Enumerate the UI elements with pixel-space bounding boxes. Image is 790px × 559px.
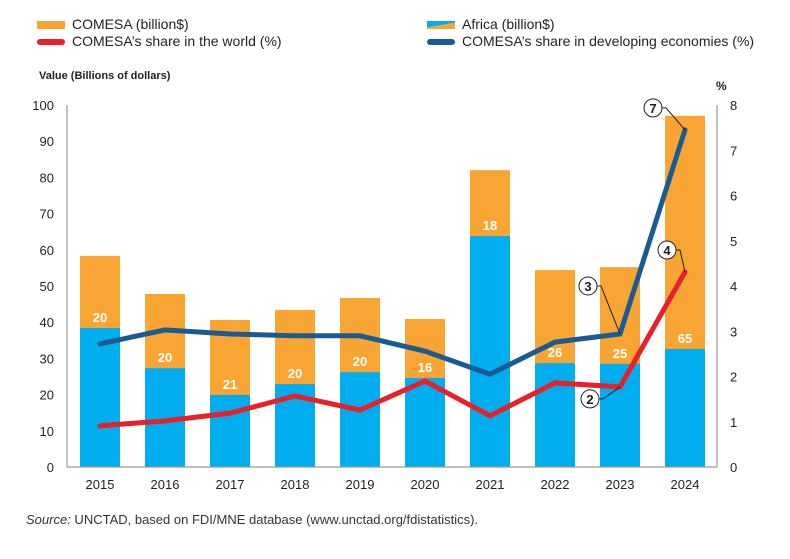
legend-item-developing-share: COMESA’s share in developing economies (… xyxy=(427,33,754,50)
annotation-label-4: 4 xyxy=(663,243,671,258)
y-right-tick-6: 6 xyxy=(730,189,737,204)
legend-swatch-developing-share xyxy=(427,38,455,45)
x-tick-2016: 2016 xyxy=(151,477,180,492)
legend-item-world-share: COMESA’s share in the world (%) xyxy=(37,33,282,50)
y-axis-left-title: Value (Billions of dollars) xyxy=(39,70,171,82)
y-right-tick-8: 8 xyxy=(730,98,737,113)
y-left-tick-90: 90 xyxy=(40,134,54,149)
source-prefix: Source: xyxy=(26,512,71,527)
y-right-tick-4: 4 xyxy=(730,279,737,294)
y-left-tick-80: 80 xyxy=(40,170,54,185)
annotation-circle-3 xyxy=(578,276,598,296)
bar-africa-2024 xyxy=(665,348,705,467)
bar-africa-2023 xyxy=(600,363,640,467)
y-left-tick-100: 100 xyxy=(32,98,54,113)
annotation-leader-3 xyxy=(597,285,621,335)
bar-data-label-2023: 25 xyxy=(613,346,627,361)
legend-label-developing-share: COMESA’s share in developing economies (… xyxy=(462,33,755,49)
y-axis-right-title: % xyxy=(716,79,727,93)
bar-data-label-2015: 20 xyxy=(93,310,107,325)
annotation-leader-4 xyxy=(676,249,686,273)
legend-left: COMESA (billion$) COMESA’s share in the … xyxy=(37,16,282,50)
legend-label-world-share: COMESA’s share in the world (%) xyxy=(72,33,282,49)
bar-africa-2021 xyxy=(470,236,510,467)
legend-right: Africa (billion$) COMESA’s share in deve… xyxy=(427,16,754,50)
bar-africa-2019 xyxy=(340,372,380,467)
annotation-circle-7 xyxy=(643,98,663,118)
bar-data-label-2020: 16 xyxy=(418,360,432,375)
x-tick-2023: 2023 xyxy=(606,477,635,492)
bars-group: 20 20 21 20 20 16 18 26 25 65 xyxy=(80,115,705,468)
x-tick-2017: 2017 xyxy=(216,477,245,492)
x-tick-2022: 2022 xyxy=(541,477,570,492)
y-left-tick-30: 30 xyxy=(40,351,54,366)
x-tick-2019: 2019 xyxy=(346,477,375,492)
bar-africa-2020 xyxy=(405,377,445,467)
y-right-tick-0: 0 xyxy=(730,460,737,475)
y-right-tick-7: 7 xyxy=(730,143,737,158)
annotations-group: 3 2 7 4 xyxy=(578,98,686,409)
legend-label-africa: Africa (billion$) xyxy=(462,16,555,32)
bar-data-label-2024: 65 xyxy=(678,331,692,346)
y-right-tick-1: 1 xyxy=(730,415,737,430)
bar-africa-2015 xyxy=(80,327,120,467)
bar-africa-2022 xyxy=(535,363,575,467)
y-left-tick-70: 70 xyxy=(40,207,54,222)
y-left-tick-60: 60 xyxy=(40,243,54,258)
x-tick-2021: 2021 xyxy=(476,477,505,492)
line-developing-share xyxy=(97,127,688,377)
source-note: Source: UNCTAD, based on FDI/MNE databas… xyxy=(26,512,478,527)
legend-item-comesa: COMESA (billion$) xyxy=(37,16,282,33)
legend-item-africa: Africa (billion$) xyxy=(427,16,754,33)
annotation-circle-4 xyxy=(657,240,677,260)
x-tick-2020: 2020 xyxy=(411,477,440,492)
y-right-tick-2: 2 xyxy=(730,370,737,385)
y-left-tick-20: 20 xyxy=(40,388,54,403)
y-left-tick-50: 50 xyxy=(40,279,54,294)
annotation-leader-2 xyxy=(599,386,621,400)
lines-group xyxy=(97,127,688,429)
legend-swatch-world-share xyxy=(37,38,65,45)
y-left-tick-0: 0 xyxy=(47,460,54,475)
y-right-tick-5: 5 xyxy=(730,234,737,249)
annotation-label-3: 3 xyxy=(584,279,591,294)
annotation-label-2: 2 xyxy=(586,392,593,407)
y-left-tick-40: 40 xyxy=(40,315,54,330)
bar-data-label-2017: 21 xyxy=(223,377,237,392)
line-world-share xyxy=(97,269,688,429)
bar-data-label-2018: 20 xyxy=(288,366,302,381)
bar-africa-2017 xyxy=(210,394,250,467)
y-right-tick-3: 3 xyxy=(730,324,737,339)
x-tick-2018: 2018 xyxy=(281,477,310,492)
annotation-label-7: 7 xyxy=(649,101,656,116)
legend-swatch-africa xyxy=(427,20,455,29)
bar-data-label-2022: 26 xyxy=(548,345,562,360)
bar-data-label-2019: 20 xyxy=(353,354,367,369)
x-tick-2024: 2024 xyxy=(671,477,700,492)
x-tick-2015: 2015 xyxy=(86,477,115,492)
y-left-tick-10: 10 xyxy=(40,424,54,439)
legend-swatch-comesa xyxy=(37,20,65,29)
annotation-leader-7 xyxy=(662,107,686,131)
source-text: UNCTAD, based on FDI/MNE database (www.u… xyxy=(70,512,479,527)
bar-data-label-2021: 18 xyxy=(483,218,497,233)
bar-data-label-2016: 20 xyxy=(158,350,172,365)
legend-label-comesa: COMESA (billion$) xyxy=(72,16,189,32)
annotation-circle-2 xyxy=(580,389,600,409)
